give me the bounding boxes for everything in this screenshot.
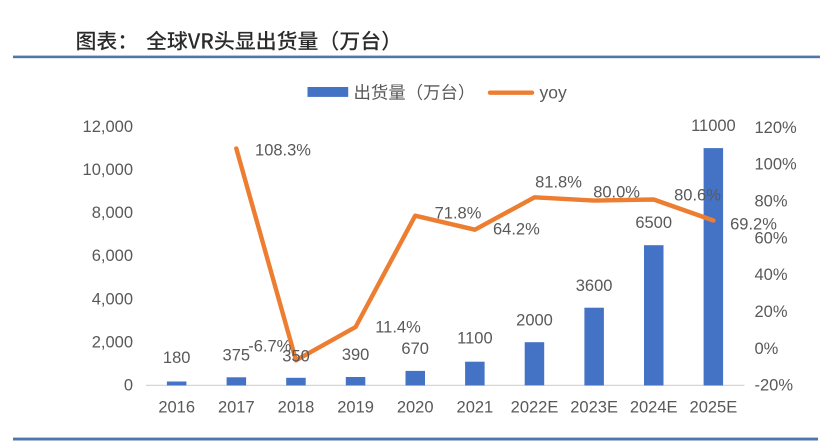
svg-text:12,000: 12,000 [83,118,133,136]
svg-text:390: 390 [342,346,370,364]
svg-text:2023E: 2023E [570,399,618,417]
svg-text:1100: 1100 [457,329,492,347]
svg-text:80.0%: 80.0% [593,183,640,201]
svg-text:80%: 80% [755,193,788,211]
svg-text:yoy: yoy [540,83,567,103]
svg-text:64.2%: 64.2% [493,221,540,239]
svg-text:2024E: 2024E [630,399,678,417]
svg-text:180: 180 [163,349,191,367]
svg-text:350: 350 [282,347,310,365]
svg-text:2020: 2020 [397,399,434,417]
svg-text:-20%: -20% [755,377,794,395]
svg-text:670: 670 [401,340,429,358]
svg-text:120%: 120% [755,119,798,137]
svg-text:40%: 40% [755,266,788,284]
svg-text:2016: 2016 [158,399,195,417]
svg-text:108.3%: 108.3% [255,141,311,159]
svg-text:11.4%: 11.4% [375,318,421,336]
svg-text:6,000: 6,000 [92,247,133,265]
svg-text:3600: 3600 [576,277,613,295]
svg-text:2022E: 2022E [511,399,559,417]
svg-text:375: 375 [223,347,251,365]
svg-text:80.6%: 80.6% [674,187,721,205]
svg-text:6500: 6500 [635,214,672,232]
svg-text:0%: 0% [755,340,779,358]
svg-text:69.2%: 69.2% [730,215,777,233]
svg-text:2018: 2018 [278,399,315,417]
svg-text:20%: 20% [755,303,788,321]
svg-text:2000: 2000 [516,311,553,329]
svg-text:81.8%: 81.8% [535,174,582,192]
svg-text:4,000: 4,000 [92,290,133,308]
svg-text:2019: 2019 [337,399,374,417]
svg-text:2025E: 2025E [690,399,738,417]
svg-text:0: 0 [124,377,133,395]
svg-text:2017: 2017 [218,399,255,417]
svg-text:2,000: 2,000 [92,334,133,352]
svg-text:2021: 2021 [457,399,494,417]
svg-text:100%: 100% [755,156,798,174]
svg-text:60%: 60% [755,229,788,247]
svg-text:10,000: 10,000 [83,161,133,179]
svg-text:-6.7%: -6.7% [248,337,291,355]
svg-text:71.8%: 71.8% [435,205,482,223]
svg-text:11000: 11000 [691,117,736,135]
svg-text:8,000: 8,000 [92,204,133,222]
